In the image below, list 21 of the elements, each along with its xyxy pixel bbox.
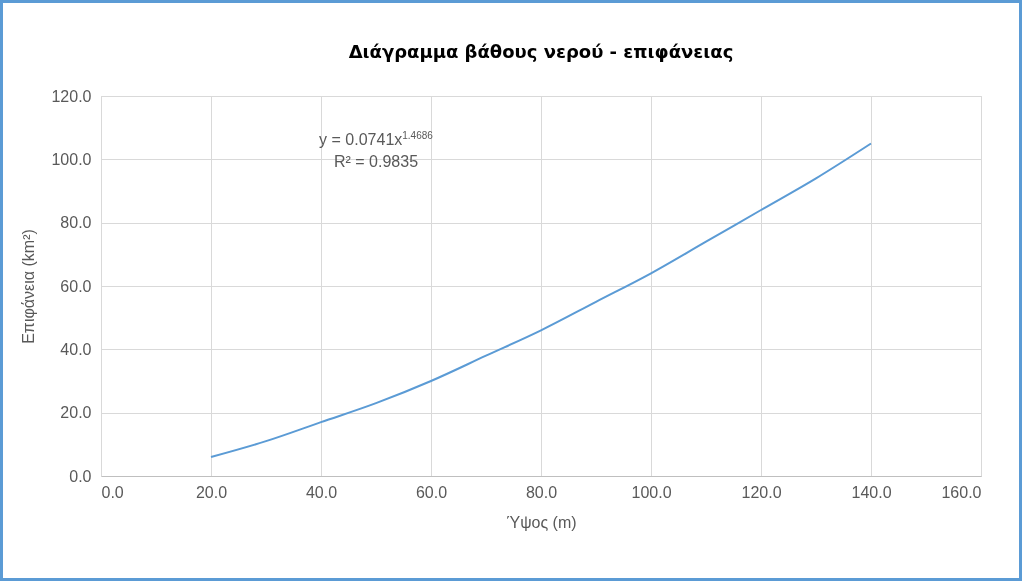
x-tick-label: 40.0 <box>305 483 338 501</box>
x-tick-label: 80.0 <box>525 483 558 501</box>
annotation: y = 0.0741x$^{1.4686}$ <box>318 128 434 150</box>
y-tick-label: 20.0 <box>60 404 92 422</box>
x-tick-label: 140.0 <box>851 483 892 501</box>
x-tick-label: 20.0 <box>195 483 228 501</box>
y-tick-label: 40.0 <box>60 340 92 358</box>
x-tick-label: 0.0 <box>101 483 124 501</box>
x-tick-label: 120.0 <box>741 483 782 501</box>
x-tick-label: 60.0 <box>415 483 448 501</box>
y-tick-label: 80.0 <box>60 214 92 232</box>
y-tick-label: 0.0 <box>69 467 92 485</box>
y-tick-label: 100.0 <box>51 150 92 168</box>
x-tick-label: 100.0 <box>631 483 672 501</box>
annotation: R² = 0.9835 <box>332 151 420 172</box>
x-tick-label: 160.0 <box>941 483 982 501</box>
y-axis-title: Επιφάνεια (km²) <box>20 229 38 344</box>
y-tick-label: 60.0 <box>60 277 92 295</box>
y-tick-label: 120.0 <box>51 87 92 105</box>
x-axis-title: Ύψος (m) <box>506 513 577 531</box>
chart-title: Διάγραμμα βάθους νερού - επιφάνειας <box>348 41 734 62</box>
